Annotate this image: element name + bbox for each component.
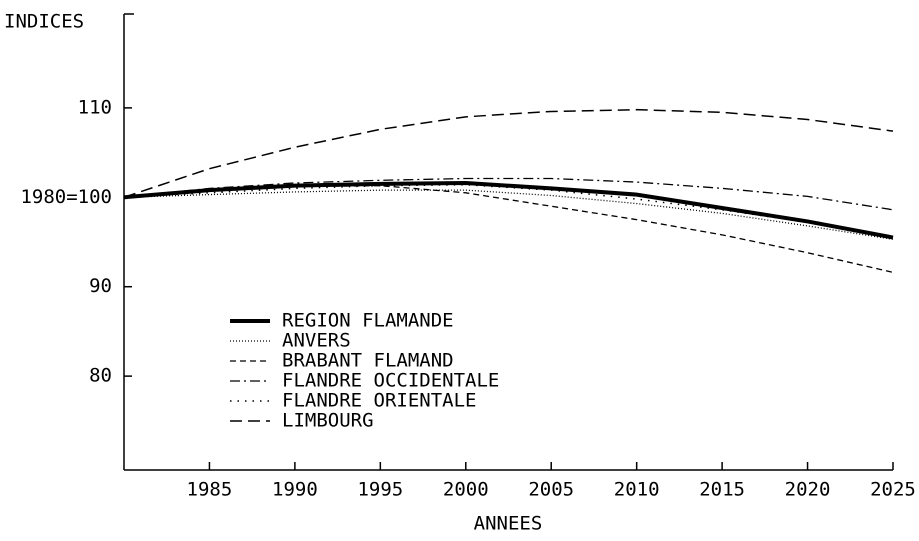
- series-line: [123, 184, 894, 238]
- x-tick-label: 1990: [272, 479, 318, 501]
- legend-label: LIMBOURG: [282, 410, 374, 432]
- series-line: [123, 177, 894, 211]
- x-tick-label: 2000: [443, 479, 489, 501]
- x-tick-label: 1995: [357, 479, 403, 501]
- legend-label: ANVERS: [282, 330, 351, 352]
- x-tick-label: 2015: [699, 479, 745, 501]
- y-tick-label: 90: [89, 275, 112, 297]
- x-tick-label: 2025: [870, 479, 916, 501]
- series-line: [123, 108, 894, 199]
- y-tick-label: 1980=100: [20, 186, 112, 208]
- series-line: [123, 189, 894, 240]
- legend-label: REGION FLAMANDE: [282, 310, 454, 332]
- y-tick-label: 110: [78, 96, 112, 118]
- series-line: [123, 180, 894, 240]
- y-axis-label: INDICES: [4, 11, 84, 33]
- y-tick-label: 80: [89, 365, 112, 387]
- legend-label: FLANDRE ORIENTALE: [282, 390, 476, 412]
- legend-label: BRABANT FLAMAND: [282, 350, 454, 372]
- x-tick-label: 1985: [187, 479, 233, 501]
- x-tick-label: 2005: [528, 479, 574, 501]
- x-tick-label: 2020: [785, 479, 831, 501]
- series-line: [123, 185, 894, 274]
- x-axis-label: ANNEES: [474, 513, 543, 535]
- x-tick-label: 2010: [614, 479, 660, 501]
- legend-label: FLANDRE OCCIDENTALE: [282, 370, 499, 392]
